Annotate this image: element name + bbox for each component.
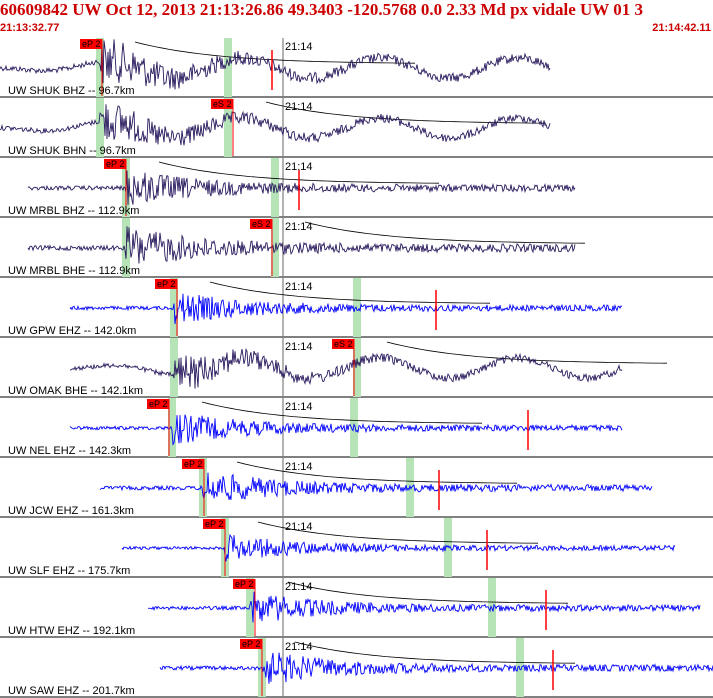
station-label: UW NEL EHZ -- 142.3km [8, 445, 131, 457]
trace-row: eP 2 21:14 UW MRBL BHZ -- 112.9km [0, 158, 713, 218]
trace-row: eS 2 21:14 UW SHUK BHN -- 96.7km [0, 98, 713, 158]
phase-pick-label: eP 2 [106, 159, 124, 169]
station-label: UW SHUK BHZ -- 96.7km [8, 85, 135, 97]
trace-row: eP 2 21:14 UW HTW EHZ -- 192.1km [0, 578, 713, 638]
travel-time-curve [294, 641, 576, 664]
phase-pick-box[interactable] [104, 159, 126, 169]
phase-pick-box[interactable] [233, 579, 255, 589]
minute-label: 21:14 [285, 581, 313, 593]
station-label: UW JCW EHZ -- 161.3km [8, 505, 134, 517]
arrival-band [224, 38, 232, 97]
seismic-trace [121, 533, 676, 562]
seismic-trace [0, 104, 551, 146]
phase-pick-box[interactable] [203, 519, 225, 529]
seismic-trace [27, 170, 576, 205]
phase-pick-box[interactable] [250, 219, 272, 229]
minute-label: 21:14 [285, 161, 313, 173]
station-label: UW OMAK BHE -- 142.1km [8, 385, 143, 397]
minute-label: 21:14 [285, 401, 313, 413]
arrival-band [444, 518, 452, 577]
minute-label: 21:14 [285, 521, 313, 533]
seismic-trace [69, 414, 623, 446]
phase-pick-label: eS 2 [334, 339, 353, 349]
phase-pick-label: eP 2 [157, 279, 175, 289]
travel-time-curve [209, 281, 491, 304]
trace-row: eP 2 21:14 UW GPW EHZ -- 142.0km [0, 278, 713, 338]
station-label: UW SAW EHZ -- 201.7km [8, 685, 135, 697]
seismogram-header: 60609842 UW Oct 12, 2013 21:13:26.86 49.… [0, 0, 713, 38]
trace-row: eP 2 21:14 UW SAW EHZ -- 201.7km [0, 638, 713, 698]
arrival-band [199, 458, 207, 517]
seismic-trace [147, 591, 701, 623]
minute-label: 21:14 [285, 41, 313, 53]
arrival-band [170, 338, 178, 397]
phase-pick-label: eP 2 [149, 399, 167, 409]
minute-label: 21:14 [285, 641, 313, 653]
phase-pick-label: eP 2 [235, 579, 253, 589]
travel-time-curve [386, 341, 668, 364]
trace-row: eP 2 21:14 UW NEL EHZ -- 142.3km [0, 398, 713, 458]
event-title: 60609842 UW Oct 12, 2013 21:13:26.86 49.… [0, 0, 644, 19]
station-label: UW SHUK BHN -- 96.7km [8, 145, 136, 157]
phase-pick-box[interactable] [155, 279, 177, 289]
phase-pick-box[interactable] [147, 399, 169, 409]
station-label: UW GPW EHZ -- 142.0km [8, 325, 136, 337]
travel-time-curve [287, 581, 569, 604]
travel-time-curve [134, 41, 416, 64]
travel-time-curve [236, 461, 518, 484]
phase-pick-box[interactable] [80, 39, 102, 49]
station-label: UW SLF EHZ -- 175.7km [8, 565, 130, 577]
trace-row: eS 2 21:14 UW OMAK BHE -- 142.1km [0, 338, 713, 398]
phase-pick-box[interactable] [182, 459, 204, 469]
end-time: 21:14:42.11 [652, 22, 711, 34]
minute-label: 21:14 [285, 101, 313, 113]
trace-row: eS 2 21:14 UW MRBL BHE -- 112.9km [0, 218, 713, 278]
travel-time-curve [257, 521, 539, 544]
seismic-trace [69, 348, 623, 389]
phase-pick-label: eS 2 [252, 219, 271, 229]
station-label: UW MRBL BHZ -- 112.9km [8, 205, 139, 217]
phase-pick-box[interactable] [332, 339, 354, 349]
arrival-band [224, 98, 232, 157]
arrival-band [353, 338, 361, 397]
seismic-trace [69, 293, 623, 325]
phase-pick-label: eP 2 [184, 459, 202, 469]
trace-row: eP 2 21:14 UW SHUK BHZ -- 96.7km [0, 38, 713, 98]
trace-row: eP 2 21:14 UW JCW EHZ -- 161.3km [0, 458, 713, 518]
minute-label: 21:14 [285, 281, 313, 293]
arrival-band [516, 638, 524, 697]
seismic-trace [99, 472, 653, 500]
arrival-band [168, 398, 176, 457]
phase-pick-label: eP 2 [242, 639, 260, 649]
station-label: UW MRBL BHE -- 112.9km [8, 265, 140, 277]
start-time: 21:13:32.77 [0, 22, 60, 34]
arrival-band [96, 98, 104, 157]
travel-time-curve [304, 221, 586, 244]
phase-pick-box[interactable] [211, 99, 233, 109]
arrival-band [246, 578, 254, 637]
arrival-band [353, 278, 361, 337]
minute-label: 21:14 [285, 341, 313, 353]
seismic-trace [0, 39, 551, 90]
trace-row: eP 2 21:14 UW SLF EHZ -- 175.7km [0, 518, 713, 578]
seismic-trace [159, 652, 713, 684]
station-label: UW HTW EHZ -- 192.1km [8, 625, 135, 637]
minute-label: 21:14 [285, 221, 313, 233]
phase-pick-label: eS 2 [213, 99, 232, 109]
phase-pick-box[interactable] [240, 639, 262, 649]
phase-pick-label: eP 2 [205, 519, 223, 529]
travel-time-curve [201, 401, 483, 424]
minute-label: 21:14 [285, 461, 313, 473]
phase-pick-label: eP 2 [82, 39, 100, 49]
travel-time-curve [265, 101, 547, 124]
seismic-trace [27, 226, 576, 264]
arrival-band [350, 398, 358, 457]
